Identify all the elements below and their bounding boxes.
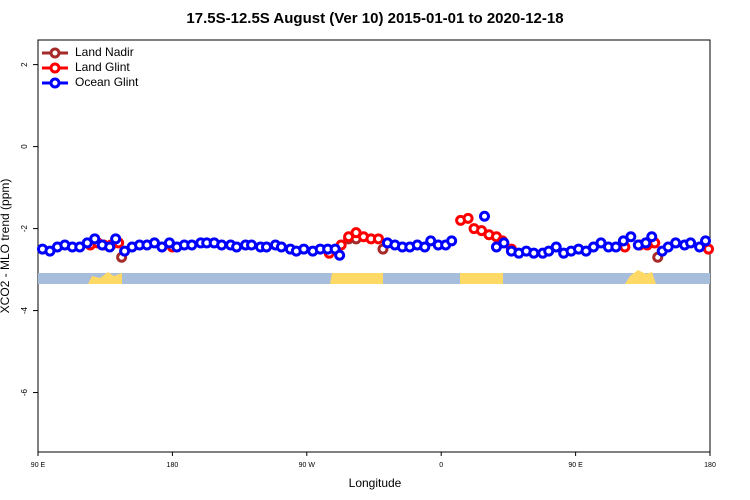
data-point (694, 241, 706, 253)
chart-title: 17.5S-12.5S August (Ver 10) 2015-01-01 t… (186, 10, 563, 27)
data-point (216, 239, 228, 251)
data-point (479, 210, 491, 222)
land-patch (460, 273, 503, 284)
land-patch (330, 273, 383, 284)
data-point (640, 237, 652, 249)
x-tick-label: 180 (704, 462, 716, 469)
data-point (334, 249, 346, 261)
data-point (670, 237, 682, 249)
y-tick-label: 0 (20, 144, 29, 149)
legend-marker (49, 47, 61, 59)
x-tick-label: 90 E (31, 462, 46, 469)
legend-label: Ocean Glint (75, 75, 139, 89)
data-point (528, 247, 540, 259)
data-point (231, 241, 243, 253)
data-point (685, 237, 697, 249)
y-axis-label: XCO2 - MLO trend (ppm) (0, 179, 12, 314)
data-point (275, 241, 287, 253)
legend-label: Land Glint (75, 60, 130, 74)
y-tick-label: -2 (20, 224, 29, 232)
data-point (498, 237, 510, 249)
data-point (89, 233, 101, 245)
y-tick-label: 2 (20, 62, 29, 67)
data-point (646, 231, 658, 243)
land-ocean-strip (38, 270, 710, 284)
data-point (372, 233, 384, 245)
data-point (550, 241, 562, 253)
x-tick-label: 180 (167, 462, 179, 469)
x-axis-label: Longitude (349, 476, 402, 490)
data-point (110, 233, 122, 245)
x-tick-label: 0 (439, 462, 443, 469)
y-tick-label: -6 (20, 388, 29, 396)
data-point (610, 241, 622, 253)
data-point (625, 231, 637, 243)
land-patch (625, 270, 656, 284)
data-point (462, 212, 474, 224)
data-point (298, 243, 310, 255)
legend-marker (49, 62, 61, 74)
land-patch (88, 272, 122, 284)
data-point (260, 241, 272, 253)
legend-marker (49, 77, 61, 89)
x-tick-label: 90 E (568, 462, 583, 469)
data-point (246, 239, 258, 251)
x-tick-label: 90 W (299, 462, 316, 469)
y-tick-label: -4 (20, 306, 29, 314)
data-point (446, 235, 458, 247)
data-point (104, 241, 116, 253)
data-point (186, 239, 198, 251)
data-point (419, 241, 431, 253)
data-point (700, 235, 712, 247)
legend-label: Land Nadir (75, 45, 134, 59)
